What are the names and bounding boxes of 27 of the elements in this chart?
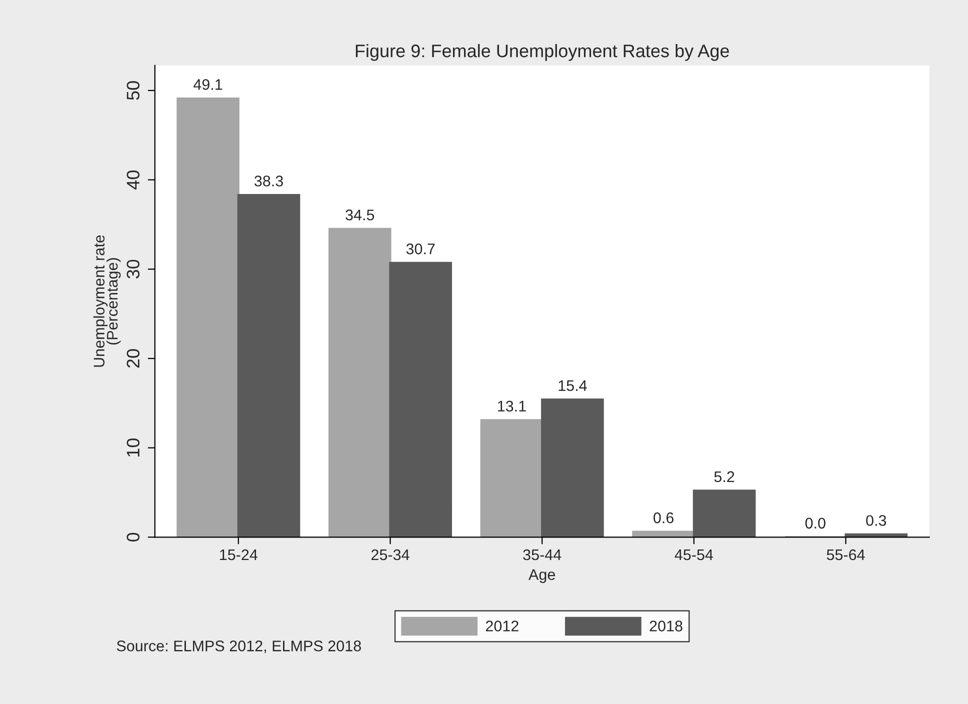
x-tick-label: 25-34 [371,549,410,560]
data-label: 0.0 [805,518,826,529]
y-tick-label: 10 [126,438,140,456]
x-tick-label: 15-24 [220,549,258,560]
data-label: 38.3 [254,176,283,186]
y-axis-title: Unemployment rate (Percentage) [93,235,121,367]
data-label: 30.7 [406,244,435,254]
y-tick-label: 50 [126,81,140,100]
data-label: 49.1 [194,79,222,90]
chart-title: Figure 9: Female Unemployment Rates by Age [356,44,729,61]
x-tick-label: 35-44 [523,549,562,560]
data-label: 15.4 [558,380,587,392]
x-tick-label: 45-54 [674,550,714,560]
y-tick-label: 0 [126,532,140,542]
y-tick-label: 30 [126,260,140,279]
data-label: 5.2 [714,471,734,482]
x-axis-title: Age [528,569,555,583]
data-label: 34.5 [346,210,374,220]
data-label: 0.3 [866,515,886,526]
y-tick-label: 40 [126,170,140,190]
x-tick-label: 55-64 [826,549,865,560]
data-label: 13.1 [498,400,526,412]
y-tick-label: 20 [126,349,140,368]
legend-label: 2012 [486,620,518,632]
data-label: 0.6 [654,512,674,524]
source-note: Source: ELMPS 2012, ELMPS 2018 [116,640,361,654]
legend-label: 2018 [650,620,682,632]
